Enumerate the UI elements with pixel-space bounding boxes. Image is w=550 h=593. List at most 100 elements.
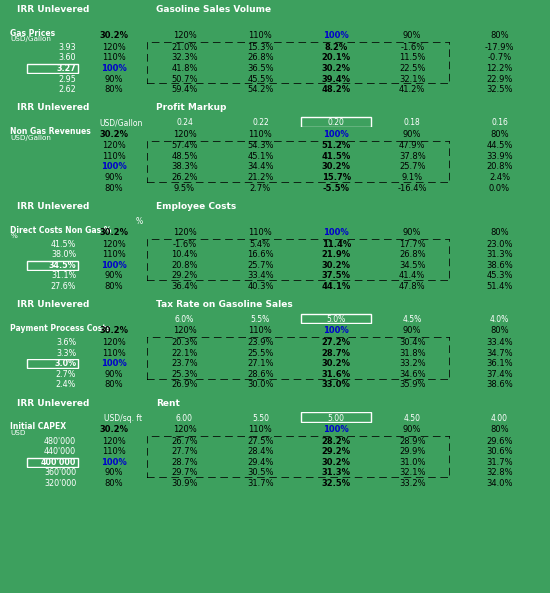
Bar bbox=[27, 458, 79, 467]
Text: 33.2%: 33.2% bbox=[399, 359, 426, 368]
Text: 41.8%: 41.8% bbox=[171, 64, 197, 73]
Text: 2.7%: 2.7% bbox=[56, 370, 76, 379]
Text: 8.2%: 8.2% bbox=[324, 43, 348, 52]
Text: 10.4%: 10.4% bbox=[171, 250, 197, 259]
Text: 100%: 100% bbox=[323, 425, 349, 434]
Text: 38.3%: 38.3% bbox=[171, 162, 198, 171]
Text: 110%: 110% bbox=[249, 228, 272, 237]
Text: 25.7%: 25.7% bbox=[399, 162, 426, 171]
Text: 35.9%: 35.9% bbox=[399, 381, 426, 390]
Text: 9.5%: 9.5% bbox=[174, 184, 195, 193]
Text: 2.62: 2.62 bbox=[58, 85, 76, 94]
Text: 33.9%: 33.9% bbox=[486, 152, 513, 161]
Text: 27.7%: 27.7% bbox=[171, 447, 198, 456]
Text: 110%: 110% bbox=[249, 129, 272, 139]
Text: IRR Unlevered: IRR Unlevered bbox=[18, 398, 90, 408]
Text: 31.3%: 31.3% bbox=[322, 468, 351, 477]
Text: 50.7%: 50.7% bbox=[171, 75, 197, 84]
Text: 36.4%: 36.4% bbox=[171, 282, 198, 291]
Text: 90%: 90% bbox=[104, 468, 123, 477]
Text: 4.0%: 4.0% bbox=[490, 315, 509, 324]
Text: 4.5%: 4.5% bbox=[403, 315, 422, 324]
Text: %: % bbox=[10, 233, 17, 239]
Text: 29.2%: 29.2% bbox=[322, 447, 351, 456]
Text: 0.24: 0.24 bbox=[176, 118, 193, 127]
Text: 27.6%: 27.6% bbox=[51, 282, 76, 291]
Text: 400'000: 400'000 bbox=[41, 458, 76, 467]
Text: 3.27: 3.27 bbox=[57, 64, 76, 73]
Text: 32.1%: 32.1% bbox=[399, 75, 426, 84]
Text: 34.6%: 34.6% bbox=[399, 370, 426, 379]
Text: 25.3%: 25.3% bbox=[171, 370, 197, 379]
Text: 2.7%: 2.7% bbox=[250, 184, 271, 193]
Text: -0.7%: -0.7% bbox=[487, 53, 512, 62]
Text: USD/Gallon: USD/Gallon bbox=[10, 36, 51, 42]
Text: 0.0%: 0.0% bbox=[489, 184, 510, 193]
Text: 80%: 80% bbox=[104, 479, 123, 488]
Text: 39.4%: 39.4% bbox=[322, 75, 351, 84]
Text: 32.1%: 32.1% bbox=[399, 468, 426, 477]
Text: IRR Unlevered: IRR Unlevered bbox=[18, 202, 90, 211]
Text: 29.7%: 29.7% bbox=[171, 468, 197, 477]
Text: 21.2%: 21.2% bbox=[247, 173, 273, 182]
Text: 100%: 100% bbox=[101, 359, 127, 368]
Text: 120%: 120% bbox=[102, 436, 126, 445]
Text: 3.60: 3.60 bbox=[59, 53, 76, 62]
Text: 40.3%: 40.3% bbox=[247, 282, 274, 291]
Text: 80%: 80% bbox=[104, 282, 123, 291]
Text: 90%: 90% bbox=[104, 370, 123, 379]
Text: 31.3%: 31.3% bbox=[486, 250, 513, 259]
Text: 6.0%: 6.0% bbox=[175, 315, 194, 324]
Text: 80%: 80% bbox=[490, 129, 509, 139]
Text: 32.5%: 32.5% bbox=[322, 479, 351, 488]
Text: 30.2%: 30.2% bbox=[322, 64, 351, 73]
Text: 45.3%: 45.3% bbox=[486, 272, 513, 280]
Text: 11.5%: 11.5% bbox=[399, 53, 426, 62]
Text: 22.5%: 22.5% bbox=[399, 64, 426, 73]
Text: 41.5%: 41.5% bbox=[51, 240, 76, 248]
Text: 440'000: 440'000 bbox=[44, 447, 76, 456]
Text: Direct Costs Non Gas %: Direct Costs Non Gas % bbox=[10, 225, 112, 235]
Text: 30.2%: 30.2% bbox=[322, 162, 351, 171]
Text: 28.6%: 28.6% bbox=[247, 370, 274, 379]
Text: 30.2%: 30.2% bbox=[322, 458, 351, 467]
Text: 80%: 80% bbox=[104, 381, 123, 390]
Text: 90%: 90% bbox=[403, 31, 421, 40]
Text: 21.0%: 21.0% bbox=[171, 43, 197, 52]
Text: 100%: 100% bbox=[101, 64, 127, 73]
Text: IRR Unlevered: IRR Unlevered bbox=[18, 103, 90, 113]
Text: Gas Prices: Gas Prices bbox=[10, 28, 56, 38]
Text: 0.16: 0.16 bbox=[491, 118, 508, 127]
Text: 32.5%: 32.5% bbox=[486, 85, 513, 94]
Text: 3.6%: 3.6% bbox=[56, 338, 76, 347]
Text: %: % bbox=[135, 216, 142, 226]
Text: 48.5%: 48.5% bbox=[171, 152, 197, 161]
Text: Employee Costs: Employee Costs bbox=[156, 202, 236, 211]
Text: 30.2%: 30.2% bbox=[100, 129, 129, 139]
Bar bbox=[27, 359, 79, 368]
Text: 80%: 80% bbox=[490, 228, 509, 237]
Text: 12.2%: 12.2% bbox=[486, 64, 513, 73]
Text: 44.1%: 44.1% bbox=[322, 282, 351, 291]
Text: 23.9%: 23.9% bbox=[247, 338, 274, 347]
Text: 54.3%: 54.3% bbox=[247, 141, 274, 150]
Text: 30.2%: 30.2% bbox=[100, 228, 129, 237]
Text: 29.6%: 29.6% bbox=[486, 436, 513, 445]
Text: 31.6%: 31.6% bbox=[322, 370, 351, 379]
Text: 110%: 110% bbox=[249, 326, 272, 336]
Text: 9.1%: 9.1% bbox=[402, 173, 423, 182]
Text: 25.5%: 25.5% bbox=[247, 349, 273, 358]
Text: 47.9%: 47.9% bbox=[399, 141, 426, 150]
Text: 110%: 110% bbox=[102, 53, 126, 62]
Text: 36.1%: 36.1% bbox=[486, 359, 513, 368]
Text: 110%: 110% bbox=[102, 250, 126, 259]
Text: 120%: 120% bbox=[173, 425, 196, 434]
Text: 120%: 120% bbox=[173, 326, 196, 336]
Text: 2.4%: 2.4% bbox=[489, 173, 510, 182]
Text: 28.9%: 28.9% bbox=[399, 436, 426, 445]
Text: -1.6%: -1.6% bbox=[172, 240, 196, 248]
Text: IRR Unlevered: IRR Unlevered bbox=[18, 300, 90, 310]
Text: 30.2%: 30.2% bbox=[322, 359, 351, 368]
Text: 32.8%: 32.8% bbox=[486, 468, 513, 477]
Text: 47.8%: 47.8% bbox=[399, 282, 426, 291]
